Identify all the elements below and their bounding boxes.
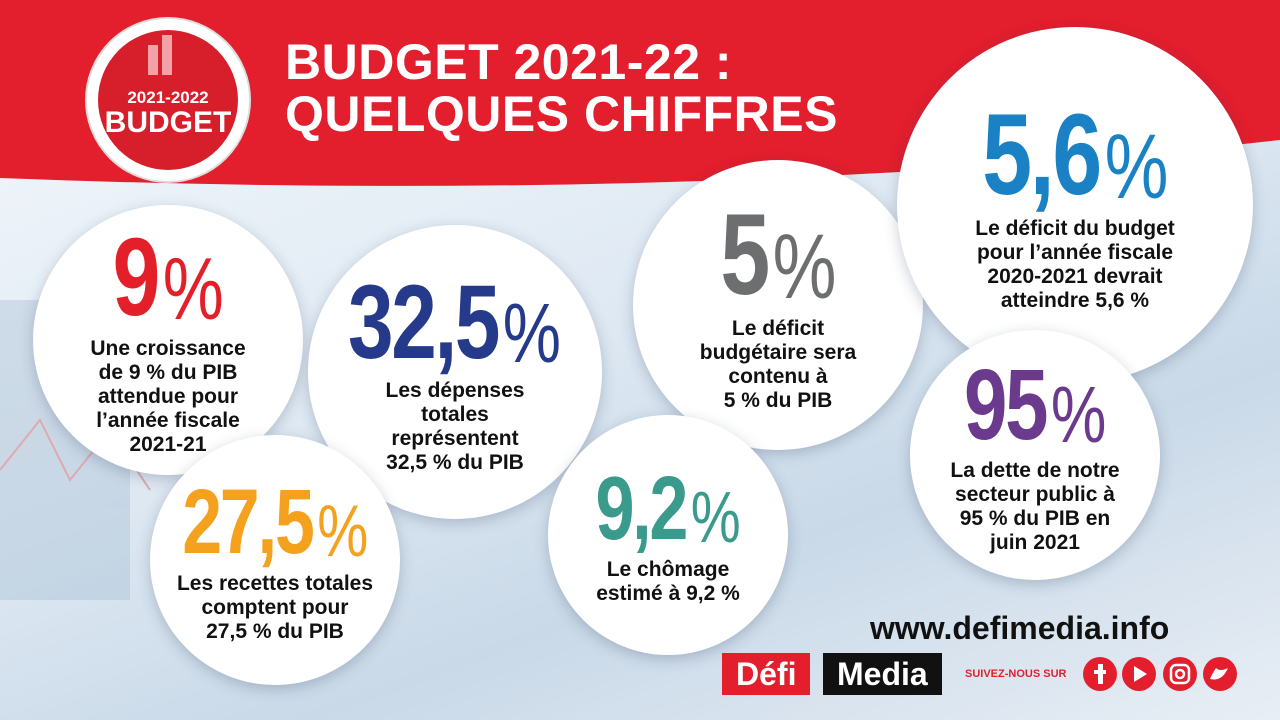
caption-line: secteur public à: [955, 483, 1115, 506]
figure-unit: %: [316, 489, 369, 573]
figure-unit: %: [690, 478, 741, 558]
badge-year: 2021-2022: [127, 88, 208, 107]
brand-left: Défi: [722, 653, 811, 695]
caption-line: Le déficit: [731, 316, 825, 340]
caption-line: budgétaire sera: [699, 340, 857, 364]
caption-line: Le déficit du budget: [975, 216, 1175, 240]
figure-number: 32,5: [348, 263, 500, 381]
figure-unit: %: [503, 285, 562, 380]
caption-line: 32,5 % du PIB: [386, 450, 524, 474]
title-line: BUDGET 2021-22 :: [285, 34, 733, 90]
caption-line: pour l’année fiscale: [976, 240, 1174, 264]
figure-caption: Une croissance de 9 % du PIB attendue pour…: [90, 337, 245, 457]
caption-line: 2020-2021 devrait: [987, 264, 1163, 288]
figure-caption: Le déficit du budget pour l’année fiscale…: [975, 217, 1175, 313]
figure-caption: La dette de notre secteur public à 95 % du…: [950, 459, 1119, 555]
figure-unit: %: [1050, 370, 1107, 459]
figure-number: 27,5: [181, 471, 315, 573]
caption-line: Une croissance: [90, 337, 246, 360]
caption-line: La dette de notre: [950, 459, 1120, 482]
figure-number: 9,2: [595, 459, 688, 559]
caption-line: représentent: [391, 426, 519, 450]
figure-caption: Le chômage estimé à 9,2 %: [596, 558, 740, 606]
caption-line: totales: [421, 402, 489, 426]
caption-line: atteindre 5,6 %: [1000, 288, 1150, 312]
figure: 32,5%: [348, 270, 561, 375]
figure-unit: %: [772, 215, 837, 318]
figure: 95%: [964, 355, 1106, 455]
figure: 5,6%: [981, 90, 1169, 219]
caption-line: comptent pour: [201, 596, 349, 619]
figure-unit: %: [1104, 115, 1169, 218]
website[interactable]: www.defimedia.info: [870, 610, 1170, 646]
figure-caption: Les dépenses totales représentent 32,5 % du…: [386, 379, 525, 475]
figure: 5%: [719, 190, 837, 319]
figure-circle: 95% La dette de notre secteur public à 95 %…: [910, 330, 1160, 580]
figure-circle: 5,6% Le déficit du budget pour l’année fis…: [897, 27, 1253, 383]
figure-circle: 9,2% Le chômage estimé à 9,2 %: [548, 415, 788, 655]
title-line: QUELQUES CHIFFRES: [285, 86, 838, 142]
figure: 9,2%: [595, 464, 740, 554]
brand-right: Media: [823, 653, 942, 695]
social-icons: [1083, 657, 1237, 691]
caption-line: estimé à 9,2 %: [596, 582, 740, 605]
caption-line: 95 % du PIB en: [959, 507, 1111, 530]
follow-label: SUIVEZ-NOUS SUR: [965, 668, 1067, 680]
figure-number: 95: [963, 349, 1048, 461]
badge-label: BUDGET: [105, 106, 232, 139]
title: BUDGET 2021-22 : QUELQUES CHIFFRES: [285, 36, 838, 140]
caption-line: 27,5 % du PIB: [206, 620, 344, 643]
figure: 9%: [112, 223, 223, 333]
caption-line: juin 2021: [990, 531, 1080, 554]
figure-circle: 9% Une croissance de 9 % du PIB attendue po…: [33, 205, 303, 475]
figure: 27,5%: [182, 476, 368, 568]
figure-circle: 27,5% Les recettes totales comptent pour 27…: [150, 435, 400, 685]
caption-line: 5 % du PIB: [723, 388, 833, 412]
caption-line: Les dépenses: [385, 378, 525, 402]
figure-unit: %: [162, 239, 224, 338]
figure-number: 5: [719, 190, 770, 319]
badge: 2021-2022 BUDGET: [85, 17, 251, 183]
figure-number: 5,6: [981, 90, 1102, 219]
figure-caption: Les recettes totales comptent pour 27,5 % …: [177, 572, 373, 644]
caption-line: attendue pour: [98, 385, 238, 408]
caption-line: contenu à: [728, 364, 828, 388]
caption-line: l’année fiscale: [96, 409, 240, 432]
caption-line: 2021-21: [129, 433, 207, 456]
figure-number: 9: [112, 216, 160, 339]
caption-line: de 9 % du PIB: [98, 361, 238, 384]
caption-line: Les recettes totales: [176, 572, 374, 595]
figure-circle: 32,5% Les dépenses totales représentent 32,5…: [308, 225, 602, 519]
caption-line: Le chômage: [606, 558, 730, 581]
